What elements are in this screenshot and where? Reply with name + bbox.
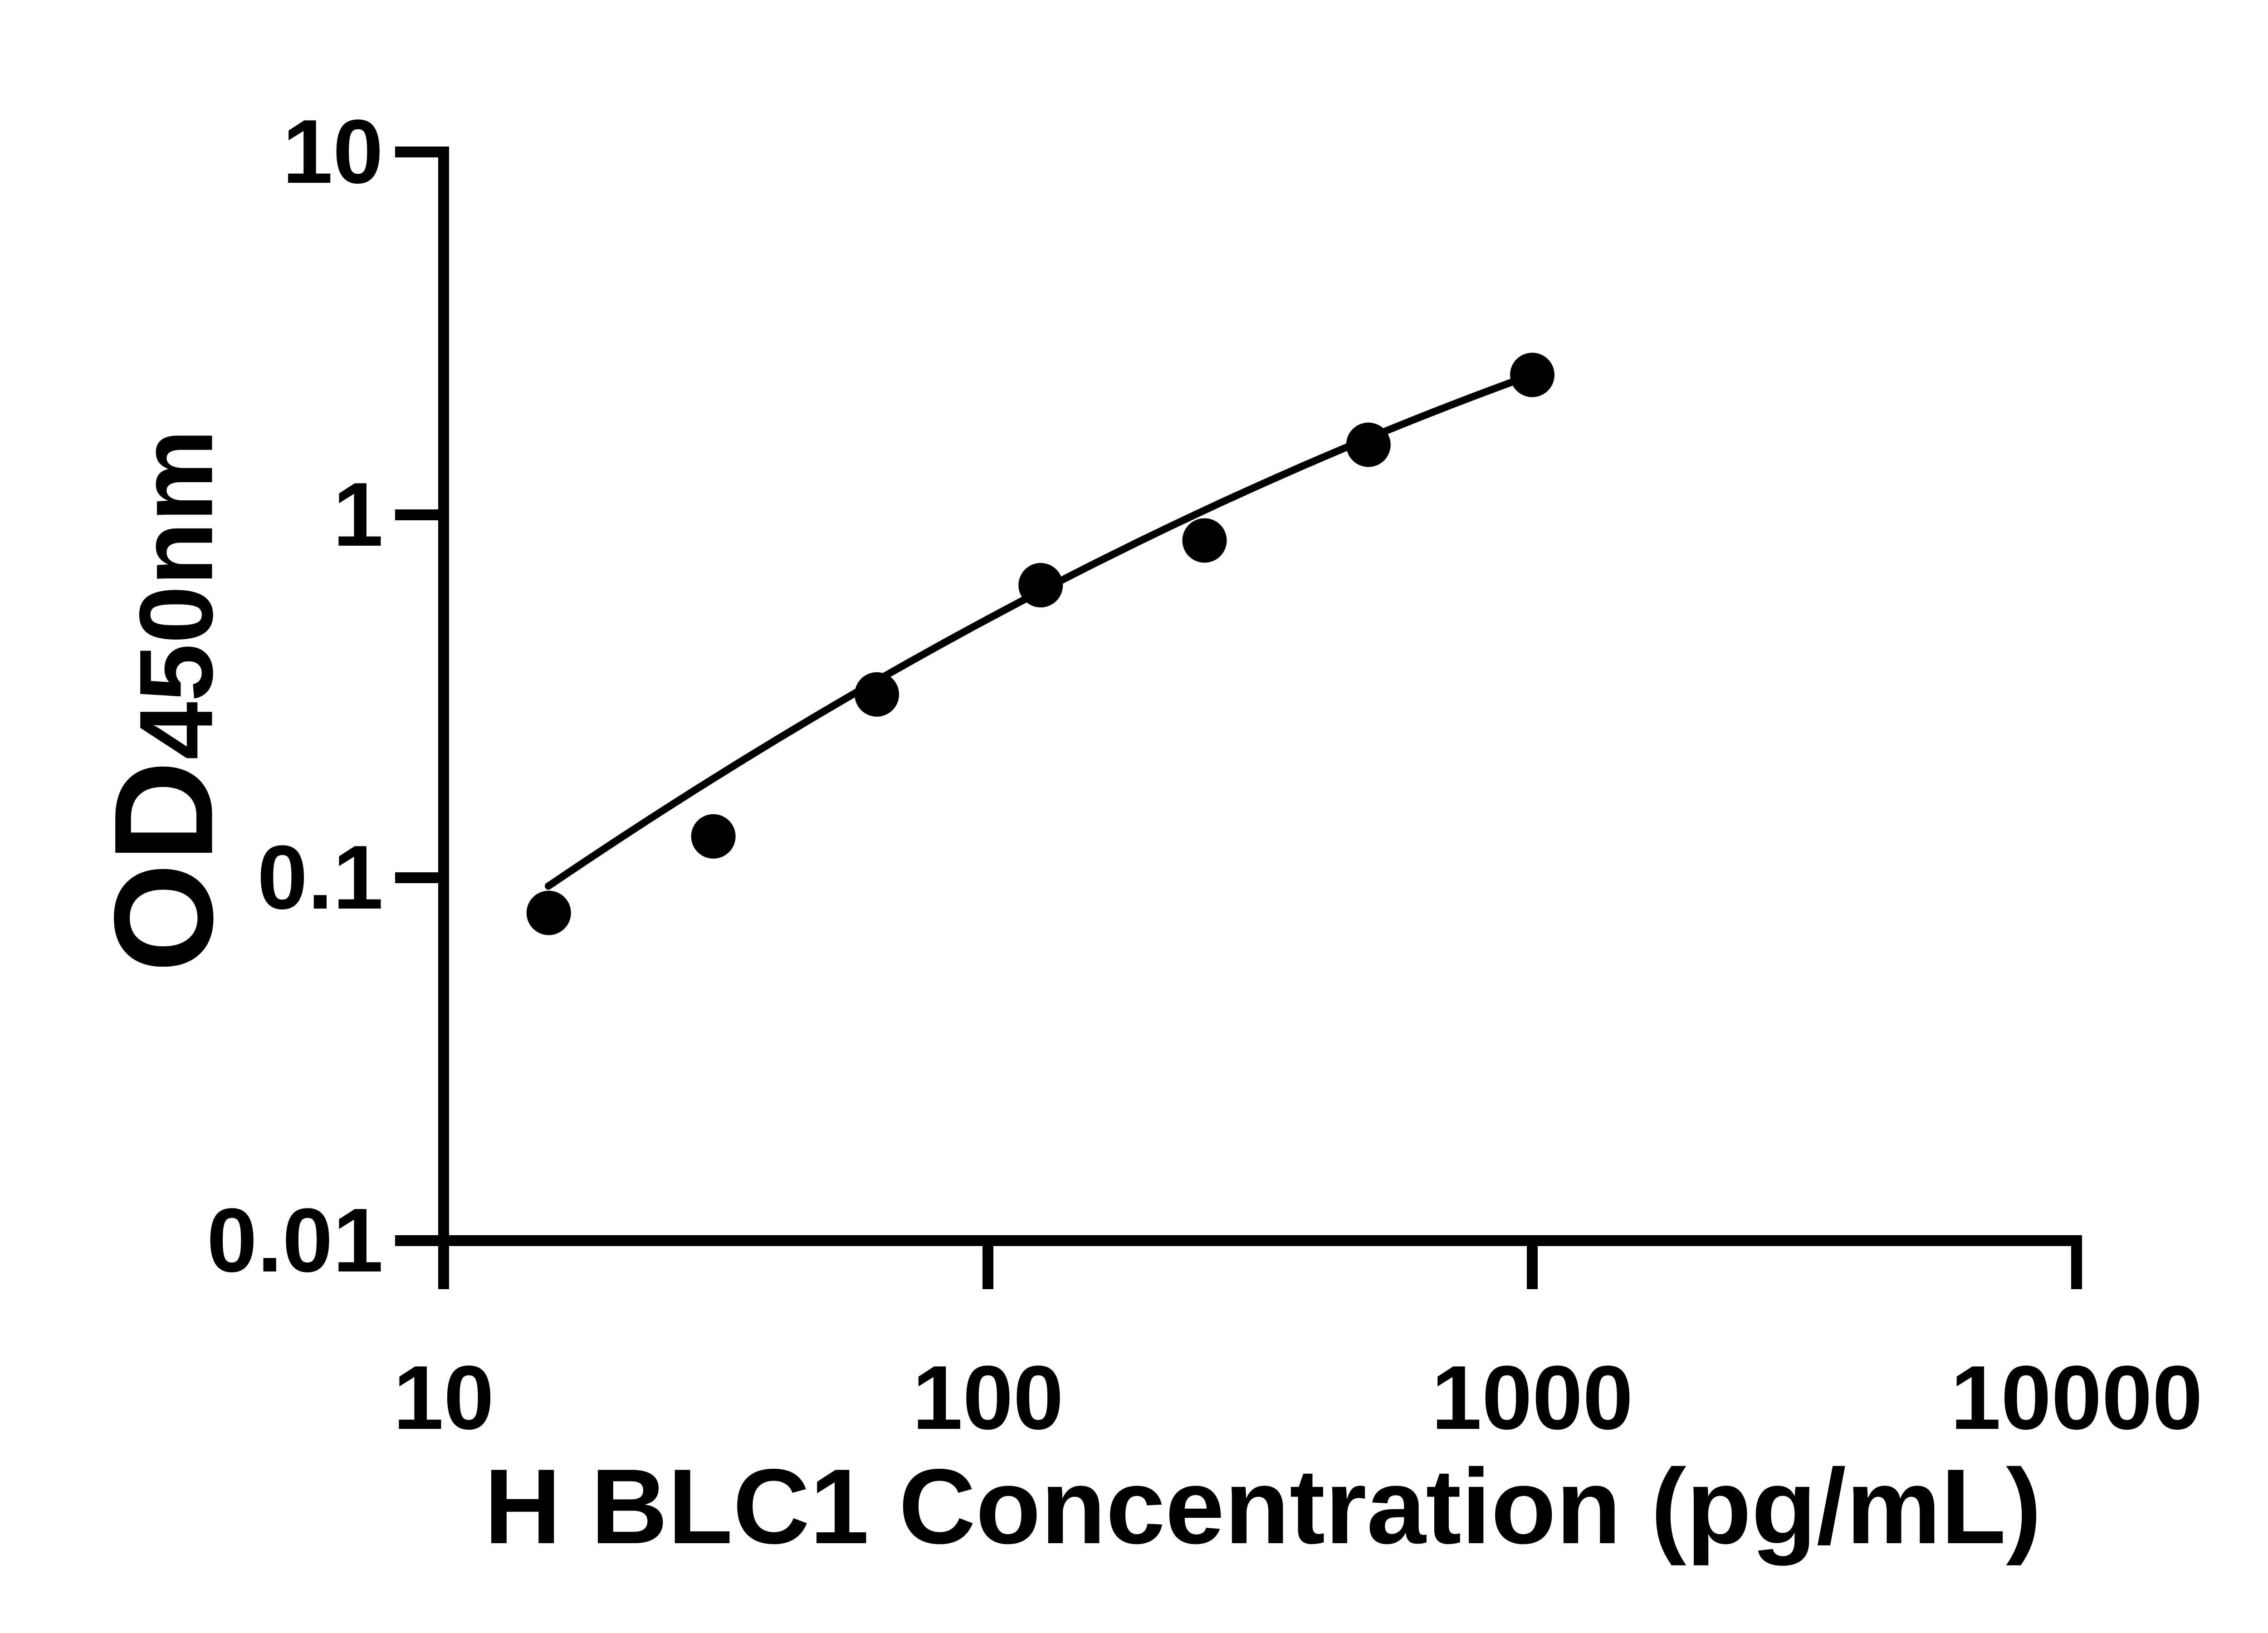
x-tick	[2071, 1246, 2082, 1289]
y-tick-label: 0.01	[207, 1190, 383, 1291]
data-point	[855, 672, 899, 717]
x-axis-line	[438, 1235, 2082, 1246]
data-point	[691, 814, 736, 859]
y-tick	[395, 509, 438, 520]
data-point	[1018, 563, 1063, 608]
y-tick-label: 1	[333, 464, 383, 565]
x-tick	[982, 1246, 993, 1289]
y-tick	[395, 872, 438, 883]
y-axis-title: OD450nm	[83, 429, 244, 973]
data-point	[1182, 518, 1227, 563]
y-tick	[395, 147, 438, 157]
x-tick-label: 10	[393, 1347, 494, 1448]
data-point	[1346, 422, 1391, 467]
data-point	[1510, 352, 1554, 397]
y-axis-title-main: OD	[84, 759, 242, 973]
y-axis-title-subscript: 450nm	[117, 429, 235, 760]
y-axis-line	[438, 147, 449, 1246]
data-point	[526, 890, 571, 935]
y-tick	[395, 1235, 438, 1246]
x-tick-label: 1000	[1432, 1347, 1633, 1448]
y-tick-label: 10	[283, 101, 383, 202]
x-tick-label: 10000	[1950, 1347, 2203, 1448]
y-tick-label: 0.1	[257, 827, 383, 928]
x-tick	[438, 1246, 449, 1289]
x-axis-title: H BLC1 Concentration (pg/mL)	[484, 1447, 2042, 1566]
x-tick	[1527, 1246, 1538, 1289]
x-tick-label: 100	[912, 1347, 1064, 1448]
